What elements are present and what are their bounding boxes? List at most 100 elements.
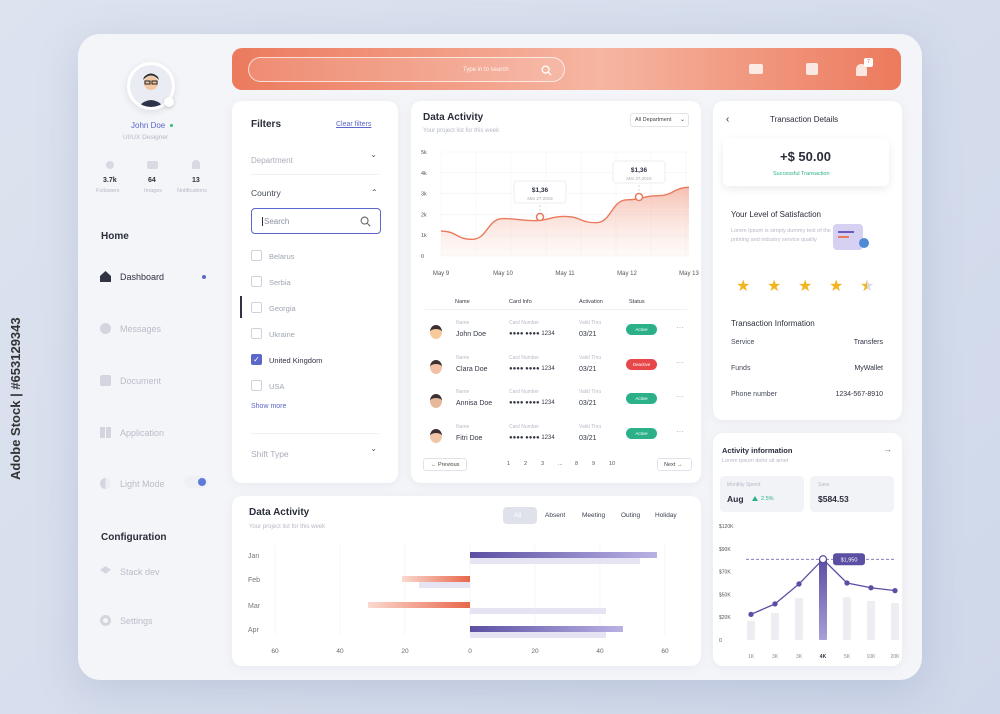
status-badge[interactable]: Active xyxy=(626,427,657,439)
nav-item-dashboard[interactable]: Dashboard xyxy=(100,271,164,282)
page-number[interactable]: 10 xyxy=(609,461,616,467)
more-options-icon[interactable]: ··· xyxy=(676,392,684,401)
nav-item-messages[interactable]: Messages xyxy=(100,323,161,334)
bar[interactable] xyxy=(843,597,851,640)
profile-role: UI/UX Designer xyxy=(123,134,169,141)
shift-type-dropdown[interactable]: Shift Type ⌄ xyxy=(251,444,377,459)
avatar-badge-icon xyxy=(164,97,174,107)
star-icon[interactable]: ★ xyxy=(736,278,751,295)
arrow-right-icon[interactable]: → xyxy=(883,444,892,454)
search-bar[interactable]: Type in to search xyxy=(248,57,565,82)
calendar-icon[interactable] xyxy=(806,63,818,75)
x-tick-label: 20 xyxy=(531,648,539,655)
nav-item-settings[interactable]: Settings xyxy=(100,615,153,626)
next-button[interactable]: Next → xyxy=(657,458,692,471)
transaction-status: Successful Transaction xyxy=(773,171,830,177)
checkbox-belarus[interactable] xyxy=(251,250,262,261)
notification-bell-icon[interactable] xyxy=(856,64,867,76)
page-number[interactable]: 8 xyxy=(575,461,579,467)
images-icon xyxy=(147,161,158,169)
data-point[interactable] xyxy=(818,555,828,564)
page-number[interactable]: 1 xyxy=(507,461,511,467)
checkbox-united-kingdom[interactable]: ✓ xyxy=(251,354,262,365)
status-badge[interactable]: Active xyxy=(626,324,657,335)
bar-series-1[interactable] xyxy=(368,602,470,608)
search-icon[interactable] xyxy=(541,65,552,76)
page-number[interactable]: 3 xyxy=(541,461,545,467)
data-point[interactable] xyxy=(868,585,874,591)
card-number: ●●●● ●●●● 1234 xyxy=(509,365,555,372)
transaction-amount: +$ 50.00 xyxy=(780,149,831,164)
bar-series-2[interactable] xyxy=(470,632,606,638)
data-point-marker[interactable] xyxy=(535,212,545,222)
bar-series-1[interactable] xyxy=(470,626,623,632)
page-number[interactable]: ... xyxy=(558,461,563,467)
checkbox-serbia[interactable] xyxy=(251,276,262,287)
checkbox-georgia[interactable] xyxy=(251,302,262,313)
bar[interactable] xyxy=(795,597,803,640)
tab-holiday[interactable]: Holiday xyxy=(655,512,677,519)
folder-icon[interactable] xyxy=(749,64,763,74)
country-heading[interactable]: Country xyxy=(251,188,281,198)
tab-absent[interactable]: Absent xyxy=(545,512,566,519)
page-number[interactable]: 9 xyxy=(592,461,596,467)
status-badge[interactable]: Deactive xyxy=(626,358,657,370)
data-point[interactable] xyxy=(844,580,850,586)
data-point-marker[interactable] xyxy=(634,192,644,202)
more-options-icon[interactable]: ··· xyxy=(676,357,684,367)
satisfaction-title: Your Level of Satisfaction xyxy=(731,210,821,219)
star-icon[interactable]: ★ xyxy=(798,278,813,295)
bar[interactable] xyxy=(867,600,875,640)
bar-series-2[interactable] xyxy=(470,608,606,614)
monthly-spend-card xyxy=(720,476,804,512)
col-header-card-info: Card Info xyxy=(509,299,532,305)
status-badge[interactable]: Active xyxy=(626,393,657,404)
bar[interactable] xyxy=(771,612,779,640)
department-select[interactable]: All Department ⌄ xyxy=(630,113,689,127)
user-name: Clara Doe xyxy=(456,365,488,373)
previous-button[interactable]: ← Previous xyxy=(423,458,467,471)
x-tick-label: 0 xyxy=(468,648,472,655)
clear-filters-link[interactable]: Clear filters xyxy=(336,121,372,128)
department-dropdown[interactable]: Department ⌄ xyxy=(251,150,377,165)
bar-series-1[interactable] xyxy=(402,576,470,582)
user-avatar-icon xyxy=(430,394,442,408)
tab-outing[interactable]: Outing xyxy=(621,512,641,519)
data-point[interactable] xyxy=(748,611,754,617)
nav-item-light-mode[interactable]: Light Mode xyxy=(100,478,165,489)
nav-item-document[interactable]: Document xyxy=(100,375,161,386)
bar-series-1[interactable] xyxy=(470,552,657,558)
bar-series-2[interactable] xyxy=(419,582,470,588)
transaction-title: Transaction Details xyxy=(770,115,839,124)
star-icon[interactable]: ★ xyxy=(829,278,844,295)
nav-item-application[interactable]: Application xyxy=(100,427,164,438)
monthly-spend-change: 2.5% xyxy=(761,496,774,502)
country-search-input[interactable]: Search xyxy=(251,208,381,234)
more-options-icon[interactable]: ··· xyxy=(676,426,684,436)
avatar[interactable] xyxy=(127,62,175,110)
page-number[interactable]: 2 xyxy=(524,461,528,467)
data-point[interactable] xyxy=(796,581,802,587)
data-point[interactable] xyxy=(892,587,898,594)
nav-item-stack-dev[interactable]: Stack dev xyxy=(100,566,160,577)
bar[interactable] xyxy=(747,620,755,640)
back-arrow-icon[interactable]: ‹ xyxy=(726,114,730,125)
tab-meeting[interactable]: Meeting xyxy=(582,512,606,519)
light-mode-toggle[interactable] xyxy=(184,476,208,488)
chevron-up-icon[interactable]: ⌃ xyxy=(371,188,378,197)
show-more-link[interactable]: Show more xyxy=(251,403,287,410)
y-tick-label: $50K xyxy=(719,592,731,598)
bar-series-2[interactable] xyxy=(470,558,640,564)
star-icon[interactable]: ★ xyxy=(767,278,782,295)
valid-label: Valid Thru xyxy=(579,423,602,430)
stat-notifications-label: Notifications xyxy=(177,188,207,194)
bar[interactable] xyxy=(819,559,827,640)
tab-all[interactable]: All xyxy=(514,512,522,519)
checkbox-ukraine[interactable] xyxy=(251,328,262,339)
bar[interactable] xyxy=(891,602,899,640)
data-point[interactable] xyxy=(772,601,778,607)
y-tick-label: 4k xyxy=(421,171,427,177)
star-icon[interactable]: ★ xyxy=(860,278,875,295)
more-options-icon[interactable]: ··· xyxy=(676,323,684,332)
checkbox-usa[interactable] xyxy=(251,380,262,391)
